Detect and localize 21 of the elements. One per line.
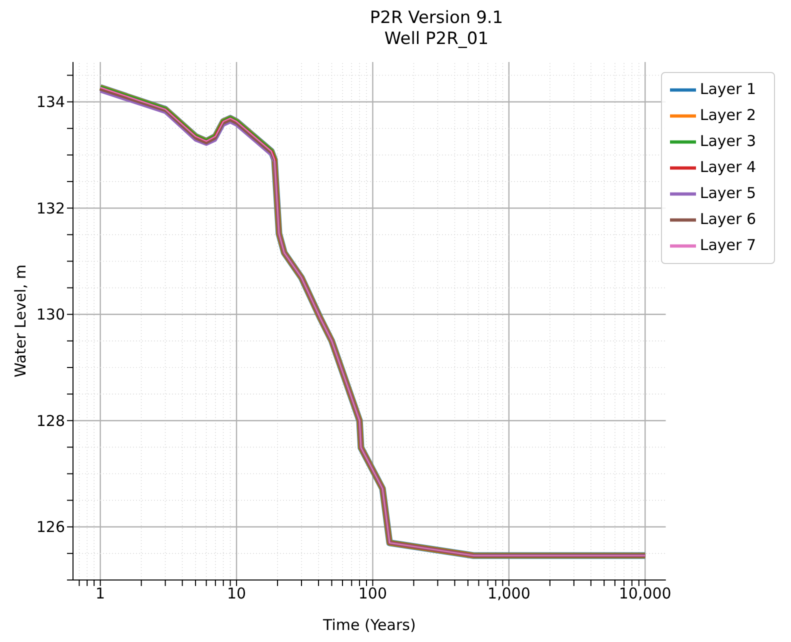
x-tick-label: 10,000 [618,584,672,603]
y-tick-label: 130 [36,306,65,324]
legend-label: Layer 1 [700,80,756,98]
y-tick-label: 128 [36,412,65,430]
y-tick-label: 132 [36,199,65,218]
legend-label: Layer 7 [700,236,756,254]
x-tick-label: 1 [96,584,106,603]
chart-subtitle: Well P2R_01 [383,29,490,50]
x-tick-label: 1,000 [487,584,530,603]
x-tick-label: 10 [226,584,246,603]
legend-label: Layer 4 [700,158,756,176]
x-tick-label: 100 [358,584,388,603]
legend-label: Layer 2 [700,106,756,124]
legend-label: Layer 3 [700,132,756,150]
y-axis-title: Water Level, m [11,264,30,378]
legend-label: Layer 5 [700,184,756,202]
chart-title: P2R Version 9.1 [368,8,504,29]
y-tick-label: 126 [36,518,65,536]
legend-label: Layer 6 [700,210,756,228]
x-axis-title: Time (Years) [322,616,416,634]
y-tick-label: 134 [36,93,65,112]
